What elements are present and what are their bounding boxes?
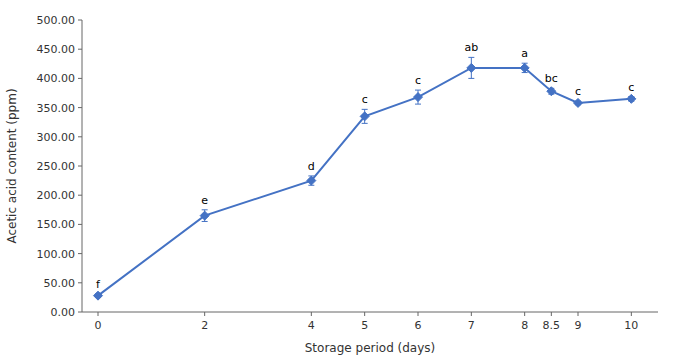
annotation-label: f: [96, 278, 101, 291]
y-tick: [78, 312, 82, 313]
y-tick: [78, 78, 82, 79]
x-tick-label: 8: [521, 319, 528, 332]
x-tick: [311, 312, 312, 316]
annotation-label: d: [308, 160, 315, 173]
data-point: [547, 87, 556, 96]
y-tick-label: 350.00: [37, 102, 76, 115]
chart-svg: 02456788.59100.0050.00100.00150.00200.00…: [0, 0, 680, 364]
annotation-label: c: [415, 74, 421, 87]
x-tick: [98, 312, 99, 316]
data-point: [467, 63, 476, 72]
y-tick: [78, 253, 82, 254]
data-point: [94, 291, 103, 300]
annotation-label: e: [201, 194, 208, 207]
y-tick: [78, 49, 82, 50]
y-tick-label: 500.00: [37, 14, 76, 27]
y-tick-label: 0.00: [51, 306, 76, 319]
y-tick-label: 50.00: [44, 277, 76, 290]
x-tick-label: 4: [308, 319, 315, 332]
data-point: [360, 112, 369, 121]
data-point: [520, 63, 529, 72]
x-axis-label: Storage period (days): [305, 341, 436, 355]
x-tick: [524, 312, 525, 316]
y-tick: [78, 166, 82, 167]
y-tick-label: 150.00: [37, 218, 76, 231]
x-tick: [578, 312, 579, 316]
x-tick: [364, 312, 365, 316]
y-tick: [78, 282, 82, 283]
data-line: [98, 68, 631, 296]
data-point: [200, 211, 209, 220]
y-tick-label: 250.00: [37, 160, 76, 173]
x-tick-label: 2: [201, 319, 208, 332]
chart-container: 02456788.59100.0050.00100.00150.00200.00…: [0, 0, 680, 364]
y-axis-label: Acetic acid content (ppm): [5, 88, 19, 243]
y-tick-label: 100.00: [37, 248, 76, 261]
annotation-label: ab: [464, 41, 478, 54]
y-tick: [78, 195, 82, 196]
y-tick: [78, 107, 82, 108]
data-point: [414, 93, 423, 102]
y-tick: [78, 136, 82, 137]
axes: 02456788.59100.0050.00100.00150.00200.00…: [37, 14, 659, 332]
x-tick-label: 9: [575, 319, 582, 332]
x-tick: [551, 312, 552, 316]
x-tick-label: 10: [624, 319, 638, 332]
y-tick-label: 400.00: [37, 72, 76, 85]
data-point: [574, 98, 583, 107]
y-tick: [78, 20, 82, 21]
x-tick: [418, 312, 419, 316]
x-tick: [204, 312, 205, 316]
data-point: [307, 176, 316, 185]
y-tick-label: 450.00: [37, 43, 76, 56]
x-tick: [631, 312, 632, 316]
annotations: f e d c c ab a bc c c: [96, 41, 634, 291]
data-point: [627, 94, 636, 103]
x-tick-label: 7: [468, 319, 475, 332]
x-tick-label: 5: [361, 319, 368, 332]
x-tick-label: 0: [95, 319, 102, 332]
x-tick: [471, 312, 472, 316]
plot-data: [94, 57, 636, 300]
annotation-label: c: [575, 85, 581, 98]
y-tick-label: 200.00: [37, 189, 76, 202]
x-tick-label: 8.5: [543, 319, 561, 332]
y-tick: [78, 224, 82, 225]
y-tick-label: 300.00: [37, 131, 76, 144]
annotation-label: c: [628, 81, 634, 94]
x-tick-label: 6: [415, 319, 422, 332]
annotation-label: a: [521, 47, 528, 60]
annotation-label: c: [362, 93, 368, 106]
annotation-label: bc: [545, 72, 558, 85]
x-axis-line: [82, 312, 658, 313]
